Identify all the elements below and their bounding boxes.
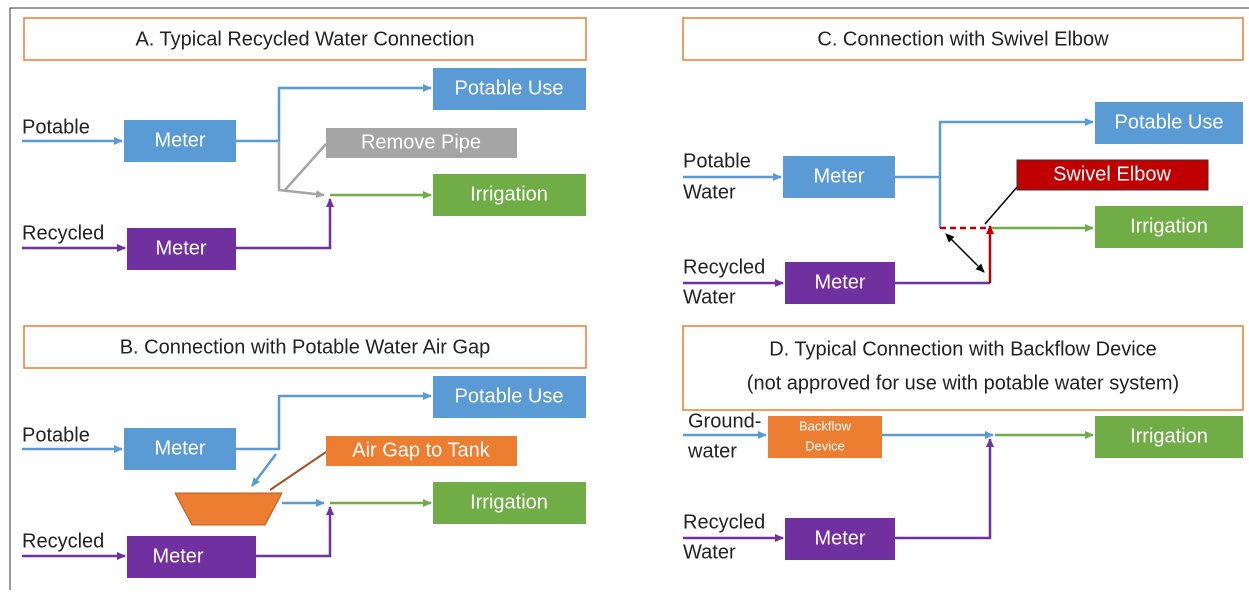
- source-label: water: [687, 440, 737, 462]
- title-box: [682, 17, 1244, 61]
- irrigation-box: [433, 174, 586, 216]
- title-box: [23, 325, 587, 369]
- meter-box: [127, 228, 236, 270]
- meter-box: [124, 428, 236, 470]
- meter-box: [124, 120, 236, 162]
- panel-title: C. Connection with Swivel Elbow: [817, 28, 1109, 50]
- box-label: Potable Use: [455, 385, 564, 407]
- source-label: Water: [683, 541, 736, 563]
- source-label: Recycled: [22, 530, 104, 552]
- meter-box: [783, 156, 895, 198]
- pipes: [22, 392, 432, 560]
- box-label: Remove Pipe: [361, 131, 481, 153]
- note-box: [1016, 159, 1209, 191]
- box-label: Meter: [154, 437, 205, 459]
- irrigation-box: [1095, 416, 1243, 458]
- box-label: Meter: [152, 545, 203, 567]
- pipes: [22, 84, 432, 252]
- box-label: Swivel Elbow: [1053, 163, 1171, 185]
- note-box: [326, 436, 517, 466]
- irrigation-box: [433, 482, 586, 524]
- source-label: Potable: [22, 116, 90, 138]
- box-label: Irrigation: [1130, 215, 1208, 237]
- panel-title: D. Typical Connection with Backflow Devi…: [769, 338, 1157, 360]
- pipes: [683, 431, 1094, 542]
- pipes: [683, 118, 1094, 287]
- box-label: Irrigation: [1130, 425, 1208, 447]
- meter-box: [127, 536, 256, 578]
- panel-title: (not approved for use with potable water…: [747, 372, 1179, 394]
- meter-box: [785, 518, 895, 560]
- source-label: Recycled: [22, 222, 104, 244]
- box-label: Meter: [155, 237, 206, 259]
- irrigation-box: [1095, 206, 1243, 248]
- box-label: Potable Use: [1115, 111, 1224, 133]
- box-label: Meter: [814, 527, 865, 549]
- box-label: Irrigation: [470, 491, 548, 513]
- box-label: Meter: [154, 129, 205, 151]
- frame: [9, 7, 1249, 590]
- source-label: Water: [683, 181, 736, 203]
- source-label: Potable: [22, 424, 90, 446]
- meter-box: [785, 262, 895, 304]
- box-label: Meter: [813, 165, 864, 187]
- panel-c: C. Connection with Swivel Elbow Potable …: [682, 17, 1244, 308]
- box-label: Irrigation: [470, 183, 548, 205]
- box-label: Backflow: [799, 418, 852, 433]
- title-box: [23, 17, 587, 61]
- source-label: Potable: [683, 150, 751, 172]
- panel-title: A. Typical Recycled Water Connection: [135, 28, 474, 50]
- tank: [174, 492, 283, 526]
- source-label: Recycled: [683, 256, 765, 278]
- panel-b: B. Connection with Potable Water Air Gap…: [22, 325, 587, 578]
- box-label: Meter: [814, 271, 865, 293]
- source-label: Recycled: [683, 511, 765, 533]
- title-box: [682, 325, 1244, 411]
- device-box: [768, 416, 882, 458]
- panel-a: A. Typical Recycled Water Connection Pot…: [22, 17, 587, 270]
- box-label: Air Gap to Tank: [352, 439, 490, 461]
- source-label: Ground-: [688, 410, 761, 432]
- source-label: Water: [683, 286, 736, 308]
- use-box: [433, 376, 586, 418]
- panel-d: D. Typical Connection with Backflow Devi…: [682, 325, 1244, 563]
- note-box: [326, 128, 517, 158]
- use-box: [1095, 102, 1243, 144]
- box-label: Potable Use: [455, 77, 564, 99]
- box-label: Device: [805, 438, 845, 453]
- panel-title: B. Connection with Potable Water Air Gap: [120, 336, 491, 358]
- use-box: [433, 68, 586, 110]
